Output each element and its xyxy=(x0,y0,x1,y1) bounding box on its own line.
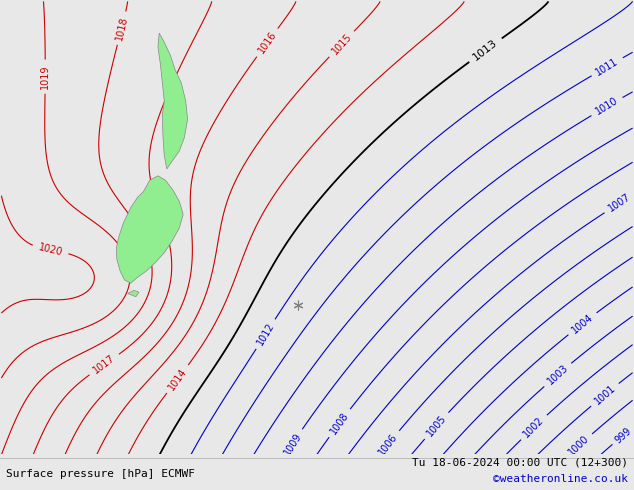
Text: Surface pressure [hPa] ECMWF: Surface pressure [hPa] ECMWF xyxy=(6,469,195,479)
Text: ©weatheronline.co.uk: ©weatheronline.co.uk xyxy=(493,474,628,484)
Text: 1006: 1006 xyxy=(377,432,399,457)
Text: Tu 18-06-2024 00:00 UTC (12+300): Tu 18-06-2024 00:00 UTC (12+300) xyxy=(411,458,628,468)
Text: 1015: 1015 xyxy=(330,31,354,56)
Text: 1020: 1020 xyxy=(37,242,63,258)
Text: 1013: 1013 xyxy=(471,38,500,63)
Text: 1019: 1019 xyxy=(40,64,50,89)
Text: 1017: 1017 xyxy=(91,353,117,376)
Text: 999: 999 xyxy=(613,425,633,445)
Text: 1003: 1003 xyxy=(545,363,570,387)
Polygon shape xyxy=(127,291,139,296)
Text: 1008: 1008 xyxy=(328,410,351,436)
Text: 1011: 1011 xyxy=(594,56,620,77)
Text: 1004: 1004 xyxy=(570,312,595,335)
Text: 1001: 1001 xyxy=(592,383,618,407)
Polygon shape xyxy=(116,176,183,283)
Text: 1012: 1012 xyxy=(255,321,276,347)
Text: 1018: 1018 xyxy=(114,15,129,41)
Text: 1010: 1010 xyxy=(594,96,620,117)
Polygon shape xyxy=(158,33,188,169)
Text: 1005: 1005 xyxy=(425,413,448,439)
Text: 1016: 1016 xyxy=(256,30,278,55)
Text: 1000: 1000 xyxy=(567,434,591,458)
Text: 1002: 1002 xyxy=(522,415,546,440)
Text: 1009: 1009 xyxy=(281,431,303,457)
Text: 1007: 1007 xyxy=(607,192,633,214)
Text: 1014: 1014 xyxy=(166,366,189,392)
